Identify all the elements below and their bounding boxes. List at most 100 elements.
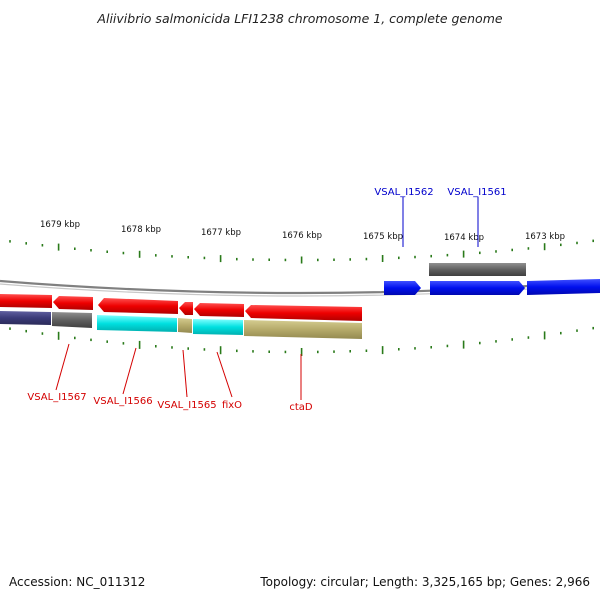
upper-tick xyxy=(300,256,303,264)
lower-tick xyxy=(543,331,546,340)
lower-tick xyxy=(495,340,497,343)
lower-tick xyxy=(9,327,11,330)
scale-label-1678: 1678 kbp xyxy=(121,225,161,235)
upper-tick xyxy=(560,243,562,247)
map-title: Aliivibrio salmonicida LFI1238 chromosom… xyxy=(96,11,502,26)
gene-vsal-i1561-arrow[interactable] xyxy=(430,281,525,295)
lower-tick xyxy=(333,350,335,353)
upper-tick xyxy=(446,253,449,257)
scale-label-1675: 1675 kbp xyxy=(363,232,403,242)
lower-tick xyxy=(284,350,287,354)
upper-tick xyxy=(203,256,206,260)
gene-left-edge-arrow[interactable] xyxy=(0,294,52,308)
lower-tick xyxy=(592,326,594,330)
upper-tick xyxy=(381,255,384,262)
upper-tick xyxy=(527,247,530,250)
upper-tick xyxy=(41,244,44,247)
upper-tick xyxy=(219,255,222,263)
upper-tick xyxy=(543,243,546,251)
label-vsal-i1565[interactable]: VSAL_I1565 xyxy=(157,400,216,411)
lower-tick xyxy=(462,340,465,349)
lower-tick xyxy=(74,336,76,340)
gene-vsal-i1565-arrow[interactable] xyxy=(179,302,193,315)
scale-label-1673: 1673 kbp xyxy=(525,232,565,242)
gene-ctad-arrow[interactable] xyxy=(245,305,362,321)
lower-tick xyxy=(511,338,513,341)
upper-tick xyxy=(349,258,351,261)
gene-vsal-i1562-arrow[interactable] xyxy=(384,281,421,295)
lower-tick xyxy=(446,344,449,348)
upper-tick xyxy=(171,255,173,258)
summary-text: Topology: circular; Length: 3,325,165 bp… xyxy=(259,575,590,589)
upper-tick xyxy=(479,251,481,255)
upper-tick xyxy=(252,258,254,261)
upper-tick xyxy=(236,257,238,261)
lower-tick xyxy=(138,340,141,349)
upper-tick xyxy=(333,258,335,261)
label-vsal-i1566[interactable]: VSAL_I1566 xyxy=(93,396,152,407)
lower-tick xyxy=(479,341,481,345)
upper-tick xyxy=(414,255,416,259)
lower-tick xyxy=(219,346,222,355)
lower-tick xyxy=(187,347,189,350)
scale-label-1676: 1676 kbp xyxy=(282,231,322,241)
lower-leader-lines xyxy=(55,343,302,400)
lower-tick xyxy=(25,329,27,333)
upper-tick xyxy=(365,257,368,261)
lower-tick xyxy=(349,350,351,353)
upper-tick xyxy=(155,254,157,257)
lower-tick xyxy=(122,342,125,345)
lower-tick xyxy=(381,346,384,355)
scale-label-1677: 1677 kbp xyxy=(201,228,241,238)
upper-tick xyxy=(511,248,513,252)
lower-gene-labels: VSAL_I1567 VSAL_I1566 VSAL_I1565 fixO ct… xyxy=(27,392,313,413)
lower-tick xyxy=(268,350,270,353)
accession-text: Accession: NC_011312 xyxy=(9,575,145,589)
gene-vsal-i1567-arrow[interactable] xyxy=(53,296,93,310)
lower-tick xyxy=(576,329,578,332)
label-vsal-i1567[interactable]: VSAL_I1567 xyxy=(27,392,86,403)
upper-tick xyxy=(9,240,11,243)
upper-tick xyxy=(187,256,189,259)
upper-tick xyxy=(25,242,27,245)
upper-tick xyxy=(398,256,400,260)
category-bar-navy xyxy=(0,311,51,325)
lower-tick xyxy=(398,348,400,351)
lower-tick xyxy=(90,338,92,342)
upper-tick xyxy=(284,258,287,262)
label-vsal-i1562[interactable]: VSAL_I1562 xyxy=(374,187,433,198)
lower-tick xyxy=(560,331,562,335)
label-ctad[interactable]: ctaD xyxy=(289,402,313,413)
forward-category-bar xyxy=(429,263,526,276)
reverse-category-bars xyxy=(0,311,362,339)
lower-tick xyxy=(414,347,416,350)
category-bar-cyan-1 xyxy=(97,315,177,332)
lower-tick xyxy=(41,332,44,335)
label-vsal-i1561[interactable]: VSAL_I1561 xyxy=(447,187,506,198)
upper-gene-labels: VSAL_I1562 VSAL_I1561 xyxy=(374,187,506,198)
scale-label-1674: 1674 kbp xyxy=(444,233,484,243)
upper-tick xyxy=(317,258,319,262)
gene-fixo-arrow[interactable] xyxy=(194,303,244,317)
forward-genes xyxy=(384,279,600,295)
label-fixo[interactable]: fixO xyxy=(222,400,242,411)
lower-tick xyxy=(155,345,157,348)
lower-tick-ruler xyxy=(9,326,594,356)
upper-tick xyxy=(106,250,108,253)
upper-tick-ruler xyxy=(9,239,594,264)
lower-tick xyxy=(300,348,303,356)
lower-tick xyxy=(527,336,530,339)
upper-tick xyxy=(122,251,125,255)
scale-labels: 1679 kbp 1678 kbp 1677 kbp 1676 kbp 1675… xyxy=(40,220,565,243)
upper-tick xyxy=(74,247,76,250)
category-bar-cyan-2 xyxy=(193,319,243,335)
reverse-genes xyxy=(0,294,362,321)
upper-tick xyxy=(90,249,92,252)
gene-next-forward-arrow[interactable] xyxy=(527,279,600,295)
category-bar-olive-1 xyxy=(178,318,192,333)
upper-tick xyxy=(138,250,141,258)
gene-vsal-i1566-arrow[interactable] xyxy=(98,298,178,314)
upper-tick xyxy=(592,239,594,243)
